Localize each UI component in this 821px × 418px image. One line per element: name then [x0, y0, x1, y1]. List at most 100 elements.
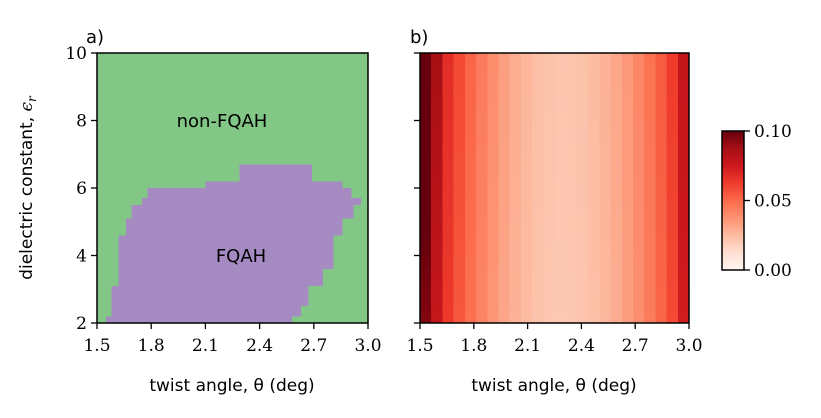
heatmap-cell	[655, 278, 668, 290]
heatmap-cell	[565, 131, 578, 144]
heatmap-cell	[498, 221, 511, 234]
heatmap-cell	[498, 300, 511, 313]
heatmap-cell	[565, 311, 578, 324]
heatmap-cell	[565, 53, 578, 65]
heatmap-cell	[476, 53, 488, 65]
heatmap-cell	[565, 255, 578, 268]
heatmap-cell	[565, 266, 578, 279]
heatmap-cell	[453, 255, 466, 268]
heatmap-cell	[554, 300, 567, 313]
heatmap-cell	[520, 289, 533, 302]
heatmap-cell	[431, 233, 444, 245]
heatmap-cell	[431, 255, 444, 268]
heatmap-cell	[442, 311, 455, 324]
heatmap-cell	[610, 86, 623, 99]
heatmap-cell	[554, 255, 567, 268]
heatmap-cell	[543, 266, 556, 279]
heatmap-cell	[431, 75, 444, 88]
heatmap-cell	[520, 278, 533, 290]
heatmap-cell	[543, 53, 556, 65]
x-tick-label: 1.8	[138, 336, 165, 356]
panel-b-x-axis-label: twist angle, θ (deg)	[471, 376, 636, 396]
heatmap-cell	[565, 233, 578, 245]
heatmap-cell	[554, 244, 567, 257]
heatmap-cell	[554, 64, 567, 77]
heatmap-cell	[565, 98, 578, 110]
heatmap-cell	[576, 165, 589, 178]
heatmap-cell	[420, 278, 432, 290]
heatmap-cell	[431, 165, 444, 178]
heatmap-cell	[632, 199, 645, 212]
heatmap-cell	[532, 75, 544, 88]
heatmap-cell	[431, 311, 444, 324]
heatmap-cell	[543, 154, 556, 167]
heatmap-cell	[576, 199, 589, 212]
heatmap-cell	[420, 176, 432, 189]
heatmap-cell	[576, 233, 589, 245]
colorbar-tick-label: 0.00	[754, 261, 792, 281]
heatmap-cell	[666, 165, 679, 178]
heatmap-cell	[576, 188, 589, 200]
heatmap-cell	[453, 131, 466, 144]
heatmap-cell	[655, 255, 668, 268]
heatmap-cell	[476, 165, 488, 178]
heatmap-cell	[464, 255, 477, 268]
heatmap-cell	[644, 98, 656, 110]
panel-b-letter: b)	[410, 27, 428, 48]
heatmap-cell	[453, 98, 466, 110]
heatmap-cell	[576, 86, 589, 99]
heatmap-cell	[632, 244, 645, 257]
heatmap-cell	[655, 221, 668, 234]
heatmap-cell	[487, 244, 500, 257]
heatmap-cell	[498, 266, 511, 279]
heatmap-cell	[442, 266, 455, 279]
heatmap-cell	[509, 143, 522, 155]
heatmap-cell	[420, 143, 432, 155]
heatmap-cell	[632, 143, 645, 155]
heatmap-cell	[520, 109, 533, 122]
heatmap-cell	[498, 210, 511, 223]
heatmap-cell	[442, 278, 455, 290]
heatmap-cell	[610, 120, 623, 133]
heatmap-cell	[453, 233, 466, 245]
heatmap-cell	[565, 289, 578, 302]
heatmap-cell	[520, 266, 533, 279]
heatmap-cell	[498, 75, 511, 88]
heatmap-cell	[599, 86, 612, 99]
heatmap-cell	[464, 109, 477, 122]
heatmap-cell	[610, 64, 623, 77]
heatmap-cell	[487, 75, 500, 88]
heatmap-cell	[532, 199, 544, 212]
heatmap-cell	[453, 188, 466, 200]
heatmap-cell	[420, 120, 432, 133]
heatmap-cell	[487, 266, 500, 279]
heatmap-cell	[520, 188, 533, 200]
x-tick-label: 2.7	[622, 336, 649, 356]
heatmap-cell	[621, 53, 634, 65]
heatmap-cell	[588, 221, 600, 234]
heatmap-cell	[599, 266, 612, 279]
heatmap-cell	[420, 244, 432, 257]
heatmap-cell	[621, 64, 634, 77]
heatmap-cell	[453, 278, 466, 290]
heatmap-cell	[655, 64, 668, 77]
heatmap-cell	[565, 165, 578, 178]
heatmap-cell	[520, 86, 533, 99]
heatmap-cell	[644, 278, 656, 290]
heatmap-cell	[644, 233, 656, 245]
heatmap-cell	[599, 278, 612, 290]
heatmap-cell	[554, 53, 567, 65]
heatmap-cell	[543, 289, 556, 302]
heatmap-cell	[621, 165, 634, 178]
heatmap-cell	[509, 131, 522, 144]
heatmap-cell	[464, 98, 477, 110]
panel-b-heatmap	[420, 53, 690, 324]
heatmap-cell	[588, 86, 600, 99]
heatmap-cell	[487, 221, 500, 234]
heatmap-cell	[666, 86, 679, 99]
heatmap-cell	[610, 109, 623, 122]
heatmap-cell	[509, 75, 522, 88]
heatmap-cell	[431, 210, 444, 223]
heatmap-cell	[554, 98, 567, 110]
heatmap-cell	[420, 221, 432, 234]
